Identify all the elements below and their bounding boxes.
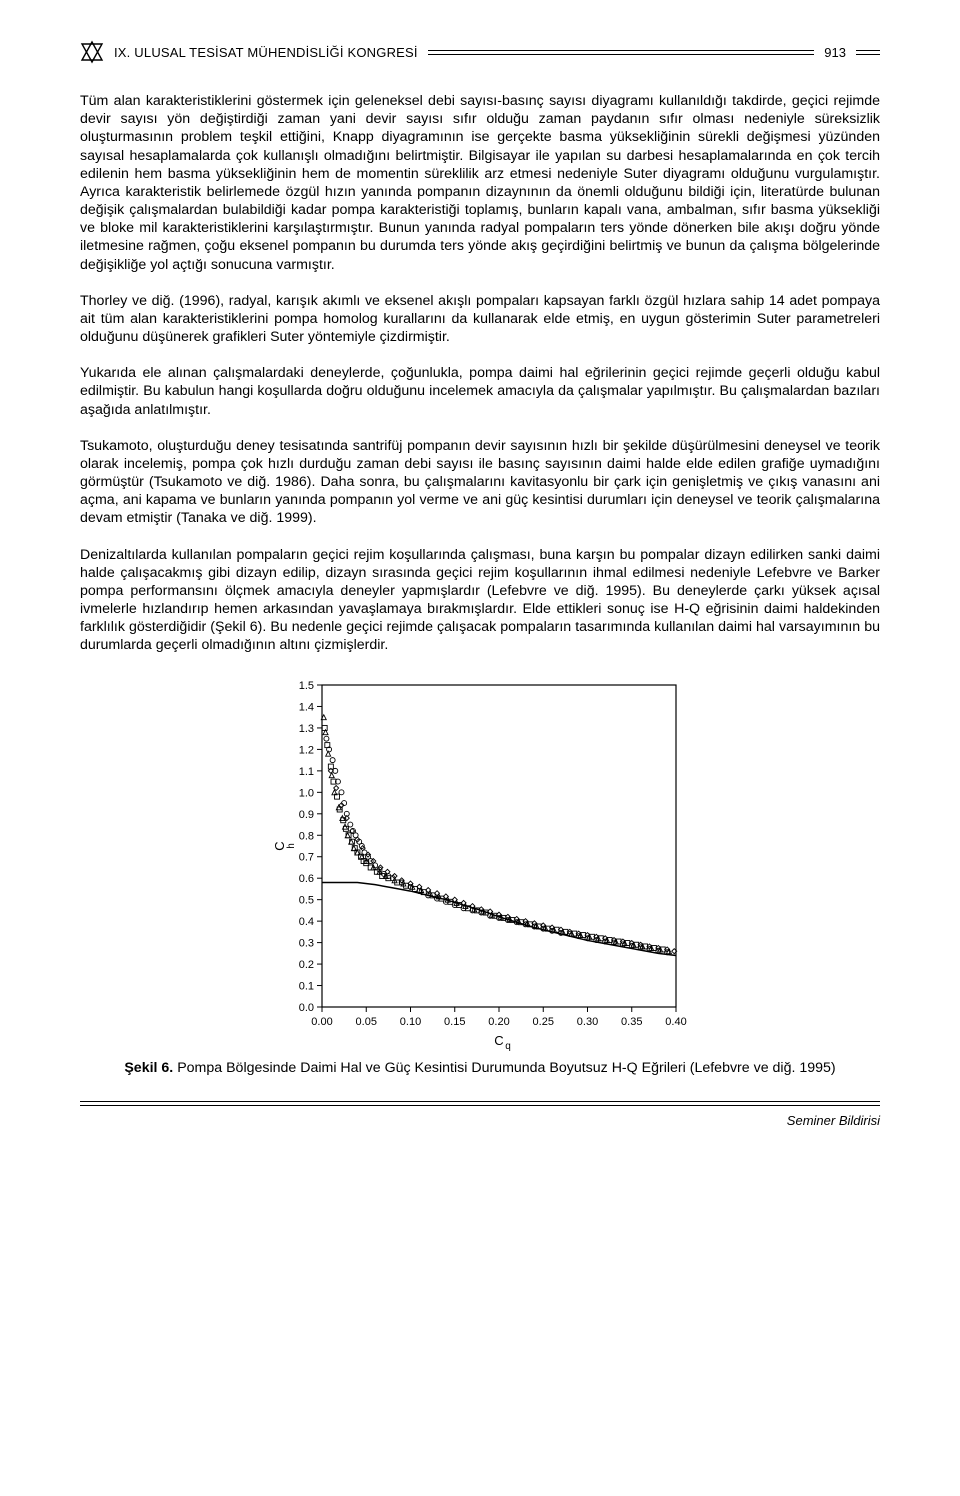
header-rule-end [856, 45, 880, 59]
paragraph-1: Tüm alan karakteristiklerini göstermek i… [80, 92, 880, 274]
svg-text:0.15: 0.15 [444, 1016, 465, 1028]
svg-text:0.20: 0.20 [488, 1016, 509, 1028]
paragraph-4: Tsukamoto, oluşturduğu deney tesisatında… [80, 437, 880, 528]
svg-text:1.5: 1.5 [299, 680, 314, 692]
logo-icon [80, 40, 104, 64]
figure-6-caption-label: Şekil 6. [124, 1060, 173, 1076]
svg-text:C: C [272, 841, 287, 850]
svg-text:0.7: 0.7 [299, 851, 314, 863]
svg-text:0.8: 0.8 [299, 830, 314, 842]
svg-text:0.00: 0.00 [311, 1016, 332, 1028]
svg-text:1.2: 1.2 [299, 744, 314, 756]
paragraph-5: Denizaltılarda kullanılan pompaların geç… [80, 546, 880, 655]
svg-text:0.5: 0.5 [299, 894, 314, 906]
svg-text:0.05: 0.05 [356, 1016, 377, 1028]
figure-6: 0.00 0.05 0.10 0.15 0.20 0.25 0.30 0.35 0.40 0.0 0… [80, 673, 880, 1077]
svg-text:0.6: 0.6 [299, 873, 314, 885]
page-header: IX. ULUSAL TESİSAT MÜHENDİSLİĞİ KONGRESİ… [80, 40, 880, 64]
figure-6-caption: Şekil 6. Pompa Bölgesinde Daimi Hal ve G… [124, 1059, 835, 1077]
figure-6-chart: 0.00 0.05 0.10 0.15 0.20 0.25 0.30 0.35 0.40 0.0 0… [270, 673, 690, 1053]
svg-text:1.3: 1.3 [299, 723, 314, 735]
svg-text:0.2: 0.2 [299, 959, 314, 971]
header-title: IX. ULUSAL TESİSAT MÜHENDİSLİĞİ KONGRESİ [114, 45, 418, 60]
svg-text:0.1: 0.1 [299, 980, 314, 992]
svg-text:0.9: 0.9 [299, 808, 314, 820]
svg-text:0.0: 0.0 [299, 1002, 314, 1014]
paragraph-2: Thorley ve diğ. (1996), radyal, karışık … [80, 292, 880, 347]
svg-text:C: C [494, 1033, 503, 1048]
svg-text:h: h [286, 843, 297, 849]
svg-text:q: q [505, 1041, 511, 1052]
svg-text:0.4: 0.4 [299, 916, 314, 928]
svg-text:0.35: 0.35 [621, 1016, 642, 1028]
page-number: 913 [824, 45, 846, 60]
header-rule [428, 45, 815, 59]
svg-text:1.4: 1.4 [299, 701, 314, 713]
svg-text:1.1: 1.1 [299, 766, 314, 778]
footer-text: Seminer Bildirisi [80, 1113, 880, 1128]
svg-text:0.10: 0.10 [400, 1016, 421, 1028]
svg-text:1.0: 1.0 [299, 787, 314, 799]
figure-6-caption-text: Pompa Bölgesinde Daimi Hal ve Güç Kesint… [173, 1060, 835, 1076]
paragraph-3: Yukarıda ele alınan çalışmalardaki deney… [80, 364, 880, 419]
svg-text:0.25: 0.25 [533, 1016, 554, 1028]
svg-text:0.3: 0.3 [299, 937, 314, 949]
footer-rule [80, 1099, 880, 1109]
svg-text:0.30: 0.30 [577, 1016, 598, 1028]
page-footer: Seminer Bildirisi [80, 1099, 880, 1128]
svg-text:0.40: 0.40 [665, 1016, 686, 1028]
